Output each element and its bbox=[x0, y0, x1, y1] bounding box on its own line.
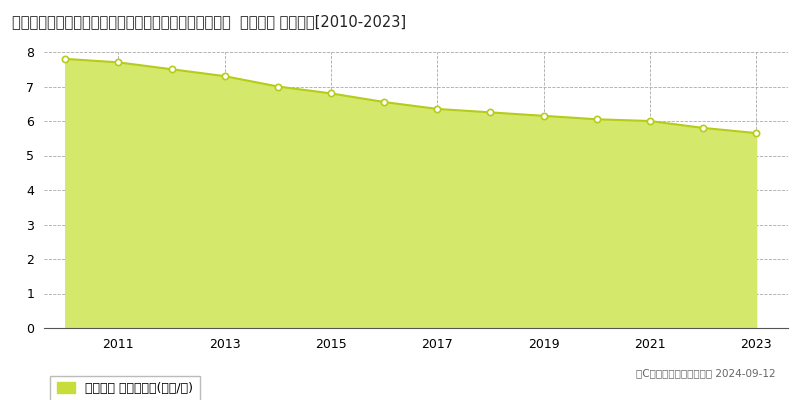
Text: （C）土地価格ドットコム 2024-09-12: （C）土地価格ドットコム 2024-09-12 bbox=[636, 368, 776, 378]
Legend: 地価公示 平均坪単価(万円/坪): 地価公示 平均坪単価(万円/坪) bbox=[50, 376, 199, 400]
Text: 和歌山県伊都郡高野町大字高野山字奥ノ院４９番１００  地価公示 地価推移[2010-2023]: 和歌山県伊都郡高野町大字高野山字奥ノ院４９番１００ 地価公示 地価推移[2010… bbox=[12, 14, 406, 29]
